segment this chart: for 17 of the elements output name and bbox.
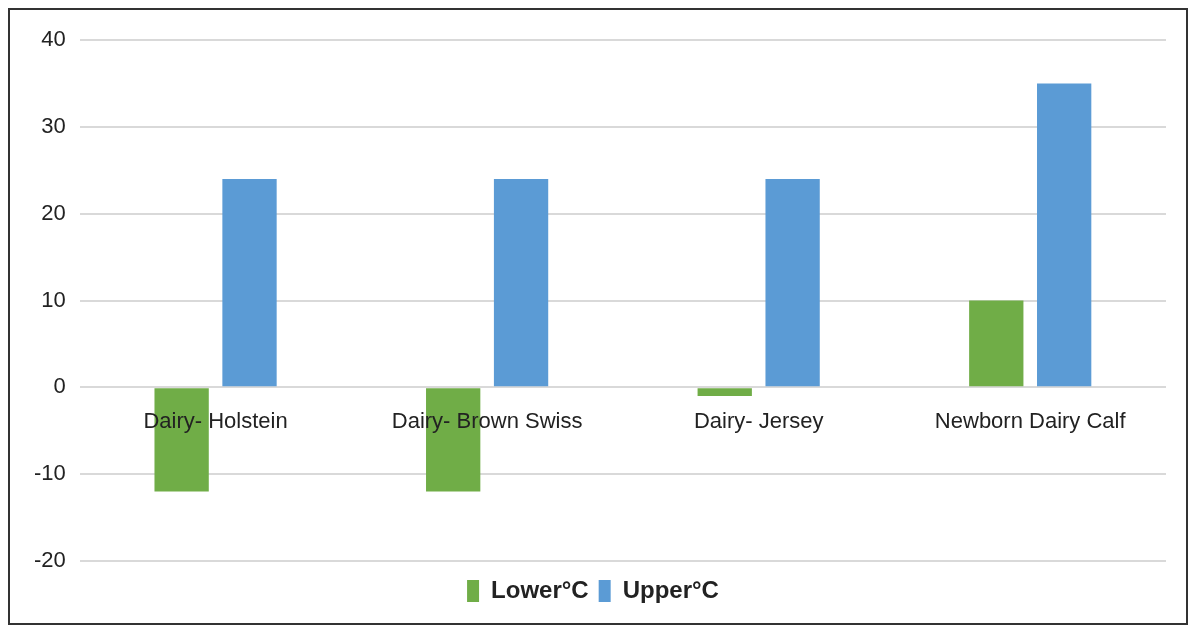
y-tick-label: -10 (34, 460, 66, 486)
y-tick-label: 30 (41, 112, 66, 138)
bar (222, 178, 277, 387)
bar (1037, 83, 1092, 387)
bar (697, 388, 752, 397)
y-tick-label: 10 (41, 286, 66, 312)
legend-label: Lower°C (491, 575, 589, 603)
x-tick-label: Newborn Dairy Calf (934, 408, 1127, 434)
bar (765, 178, 820, 387)
y-tick-label: -20 (34, 547, 66, 573)
x-tick-label: Dairy- Jersey (693, 408, 824, 434)
y-tick-label: 40 (41, 26, 66, 52)
y-tick-label: 20 (41, 199, 66, 225)
bar (969, 300, 1024, 387)
bar (493, 178, 549, 387)
y-tick-label: 0 (53, 373, 66, 399)
legend-label: Upper°C (622, 575, 719, 603)
